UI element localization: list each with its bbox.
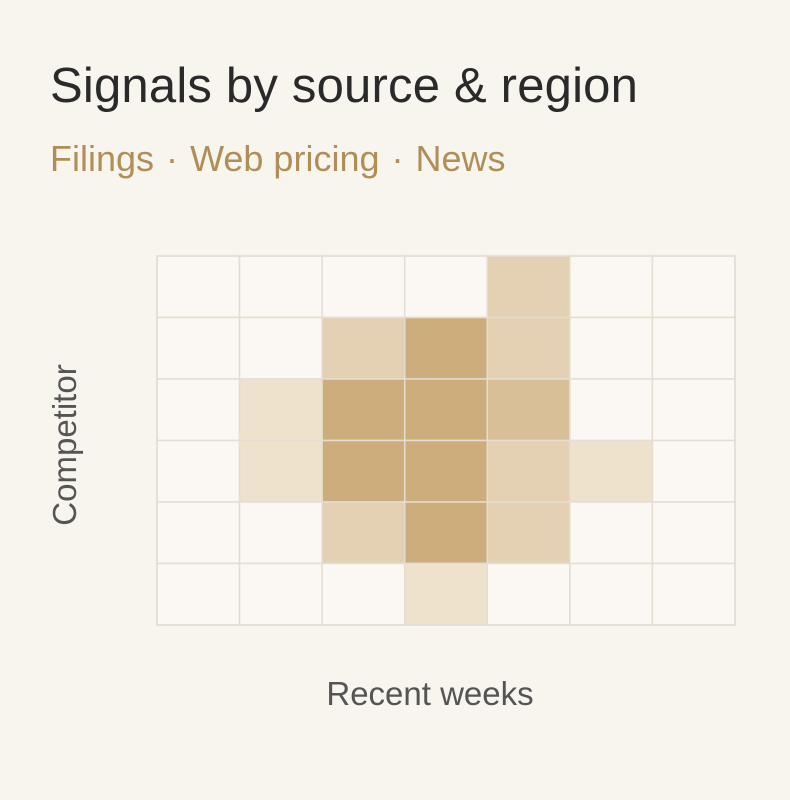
heatmap-cell (321, 255, 406, 319)
heatmap-cell (569, 562, 654, 626)
heatmap-cell (569, 501, 654, 565)
x-axis-label: Recent weeks (326, 675, 534, 712)
heatmap-cell (651, 255, 736, 319)
heatmap-cell (321, 501, 406, 565)
heatmap-cell (321, 316, 406, 380)
heatmap-cell (486, 562, 571, 626)
heatmap-cell (486, 316, 571, 380)
heatmap-cell (651, 562, 736, 626)
subtitle-source-web-pricing: Web pricing (190, 138, 380, 179)
heatmap-cell (569, 378, 654, 442)
heatmap-cell (156, 255, 241, 319)
heatmap-cell (321, 439, 406, 503)
heatmap-cell (403, 439, 489, 503)
heatmap-cell (403, 316, 489, 380)
subtitle-separator: · (391, 138, 404, 179)
heatmap-cell (238, 562, 323, 626)
heatmap-cell (321, 562, 406, 626)
heatmap-cell (486, 378, 571, 442)
chart-subtitle: Filings · Web pricing · News (50, 138, 506, 180)
heatmap-cell (238, 501, 323, 565)
chart-title: Signals by source & region (50, 59, 639, 113)
heatmap-cell (156, 501, 241, 565)
subtitle-separator: · (166, 138, 179, 179)
heatmap-cell (238, 378, 323, 442)
heatmap-cell (238, 439, 323, 503)
heatmap-cell (651, 378, 736, 442)
heatmap-cell (569, 255, 654, 319)
heatmap-cell (569, 439, 654, 503)
y-axis-label: Competitor (46, 364, 83, 526)
heatmap-cell (651, 439, 736, 503)
heatmap-cell (403, 562, 489, 626)
heatmap-cell (156, 378, 241, 442)
heatmap-cell (238, 255, 323, 319)
heatmap-cell (569, 316, 654, 380)
plot-border (156, 255, 736, 626)
heatmap-cell (156, 562, 241, 626)
heatmap-cell (403, 255, 489, 319)
heatmap-cell (156, 316, 241, 380)
heatmap-cell (486, 255, 571, 319)
subtitle-source-news: News (415, 138, 506, 179)
heatmap-cell (403, 501, 489, 565)
heatmap-cell (651, 501, 736, 565)
heatmap-cell (321, 378, 406, 442)
heatmap-cell (156, 439, 241, 503)
heatmap-cell (486, 439, 571, 503)
heatmap-cell (486, 501, 571, 565)
heatmap-cell (403, 378, 489, 442)
heatmap-cell (651, 316, 736, 380)
subtitle-source-filings: Filings (50, 138, 155, 179)
heatmap-cell (238, 316, 323, 380)
